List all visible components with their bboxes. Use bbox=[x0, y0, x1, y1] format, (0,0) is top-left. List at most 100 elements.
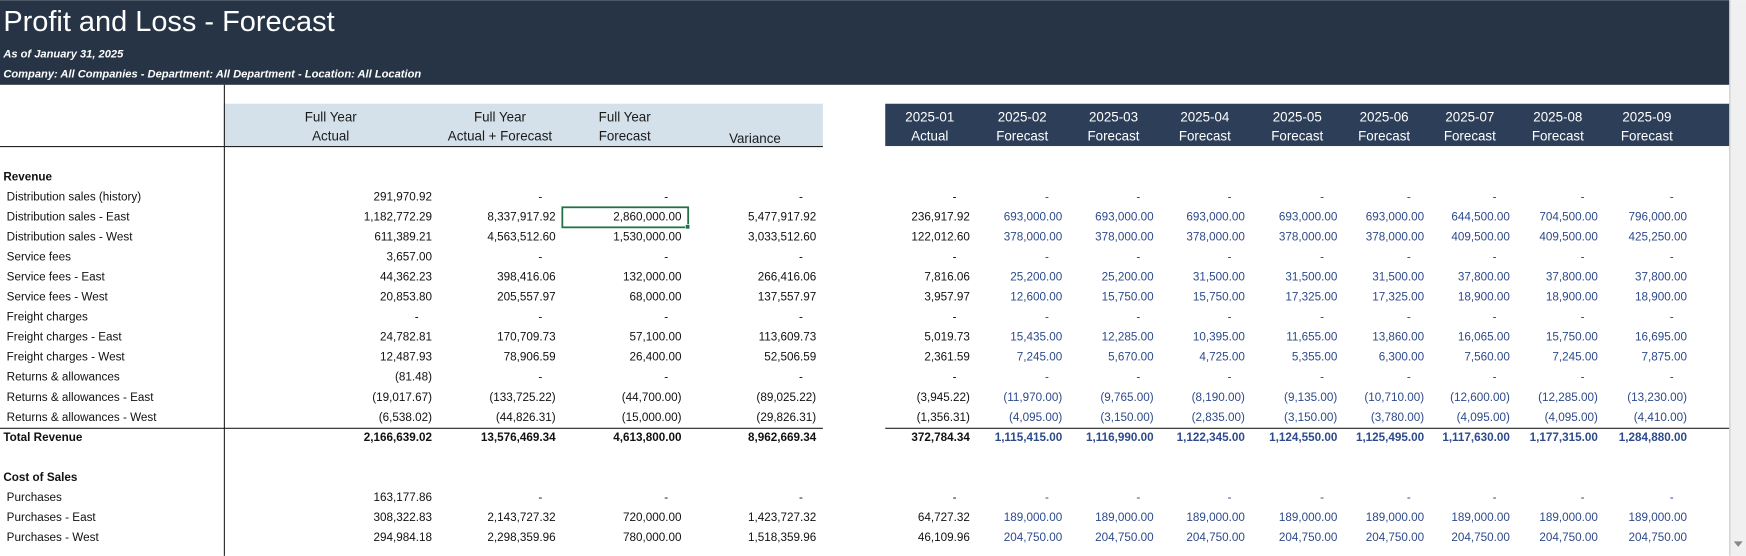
cell-value: (13,230.00) bbox=[1627, 391, 1687, 404]
column-header: 2025-05 bbox=[1273, 110, 1322, 125]
cell-value: (3,945.22) bbox=[917, 391, 970, 404]
cell-value: - bbox=[538, 371, 542, 384]
cell-value: 132,000.00 bbox=[623, 271, 682, 284]
column-header: Full Year bbox=[599, 110, 652, 125]
cell-value: - bbox=[1670, 311, 1674, 324]
cell-value: - bbox=[1045, 491, 1049, 504]
cell-value: 13,860.00 bbox=[1372, 331, 1424, 344]
cell-value: - bbox=[1228, 311, 1232, 324]
column-header: 2025-09 bbox=[1622, 110, 1671, 125]
cell-value: 204,750.00 bbox=[1451, 531, 1510, 544]
cell-value: 693,000.00 bbox=[1279, 210, 1338, 223]
cell-value: - bbox=[1581, 311, 1585, 324]
cell-value: 378,000.00 bbox=[1095, 230, 1154, 243]
cell-value: - bbox=[415, 311, 419, 324]
cell-value: (44,700.00) bbox=[622, 391, 682, 404]
cell-value: - bbox=[1493, 491, 1497, 504]
fill-handle[interactable] bbox=[685, 224, 691, 230]
cell-value: - bbox=[1581, 250, 1585, 263]
cell-value: - bbox=[664, 250, 668, 263]
cell-value: 409,500.00 bbox=[1451, 230, 1510, 243]
cell-value: - bbox=[1581, 491, 1585, 504]
column-header: Actual bbox=[312, 129, 349, 144]
cell-value: 37,800.00 bbox=[1458, 271, 1510, 284]
cell-value: 31,500.00 bbox=[1372, 271, 1424, 284]
column-header: Forecast bbox=[1088, 129, 1140, 144]
cell-value: 378,000.00 bbox=[1186, 230, 1245, 243]
cell-value: 693,000.00 bbox=[1095, 210, 1154, 223]
cell-value: 11,655.00 bbox=[1286, 331, 1338, 344]
cell-value: (9,135.00) bbox=[1284, 391, 1337, 404]
cell-value: 25,200.00 bbox=[1010, 271, 1062, 284]
cell-value: - bbox=[1407, 250, 1411, 263]
column-header: Forecast bbox=[1358, 129, 1410, 144]
cell-value: 189,000.00 bbox=[1095, 511, 1154, 524]
cell-value: - bbox=[1320, 491, 1324, 504]
cell-value: (6,538.02) bbox=[379, 411, 432, 424]
cell-value: (2,835.00) bbox=[1192, 411, 1245, 424]
cell-value: 796,000.00 bbox=[1628, 210, 1687, 223]
cell-value: 1,530,000.00 bbox=[613, 230, 682, 243]
total-label: Total Revenue bbox=[3, 431, 83, 444]
column-header: 2025-06 bbox=[1360, 110, 1409, 125]
cell-value: (9,765.00) bbox=[1100, 391, 1153, 404]
cell-value: - bbox=[953, 250, 957, 263]
vertical-scrollbar[interactable] bbox=[1729, 0, 1746, 556]
report-header-band bbox=[0, 0, 1730, 85]
cell-value: 2,860,000.00 bbox=[613, 210, 682, 223]
cell-value: 2,361.59 bbox=[924, 351, 970, 364]
cell-value: - bbox=[953, 491, 957, 504]
cell-value: 26,400.00 bbox=[629, 351, 681, 364]
cell-value: (12,285.00) bbox=[1538, 391, 1598, 404]
cell-value: 189,000.00 bbox=[1279, 511, 1338, 524]
cell-value: 1,177,315.00 bbox=[1530, 431, 1599, 444]
column-header: Full Year bbox=[305, 110, 358, 125]
cell-value: 10,395.00 bbox=[1193, 331, 1245, 344]
cell-value: 46,109.96 bbox=[918, 531, 970, 544]
cell-value: (44,826.31) bbox=[496, 411, 556, 424]
cell-value: 18,900.00 bbox=[1458, 291, 1510, 304]
cell-value: 2,298,359.96 bbox=[487, 531, 555, 544]
cell-value: 693,000.00 bbox=[1366, 210, 1425, 223]
cell-value: 204,750.00 bbox=[1279, 531, 1338, 544]
selected-cell[interactable] bbox=[561, 206, 690, 229]
cell-value: - bbox=[953, 190, 957, 203]
scroll-arrow[interactable] bbox=[1733, 541, 1743, 547]
cell-value: - bbox=[1228, 491, 1232, 504]
cell-value: 5,670.00 bbox=[1108, 351, 1154, 364]
row-label: Distribution sales (history) bbox=[7, 190, 142, 203]
cell-value: 18,900.00 bbox=[1635, 291, 1687, 304]
cell-value: - bbox=[1136, 250, 1140, 263]
cell-value: - bbox=[538, 250, 542, 263]
cell-value: 189,000.00 bbox=[1004, 511, 1063, 524]
cell-value: (29,826.31) bbox=[756, 411, 816, 424]
row-label: Service fees - East bbox=[7, 271, 106, 284]
cell-value: - bbox=[1320, 311, 1324, 324]
cell-value: (8,190.00) bbox=[1192, 391, 1245, 404]
cell-value: 3,033,512.60 bbox=[748, 230, 817, 243]
cell-value: 205,557.97 bbox=[497, 291, 556, 304]
cell-value: 7,245.00 bbox=[1552, 351, 1598, 364]
column-header: 2025-07 bbox=[1445, 110, 1494, 125]
cell-value: 16,695.00 bbox=[1635, 331, 1687, 344]
cell-value: (11,970.00) bbox=[1003, 391, 1062, 404]
cell-value: (4,095.00) bbox=[1457, 411, 1510, 424]
cell-value: - bbox=[799, 371, 803, 384]
cell-value: 3,657.00 bbox=[387, 250, 433, 263]
monthly-header-band bbox=[885, 103, 1730, 147]
cell-value: 693,000.00 bbox=[1004, 210, 1063, 223]
cell-value: - bbox=[799, 491, 803, 504]
cell-value: - bbox=[1045, 250, 1049, 263]
cell-value: 189,000.00 bbox=[1451, 511, 1510, 524]
cell-value: 64,727.32 bbox=[918, 511, 970, 524]
cell-value: 780,000.00 bbox=[623, 531, 682, 544]
cell-value: 204,750.00 bbox=[1186, 531, 1245, 544]
cell-value: - bbox=[1670, 250, 1674, 263]
cell-value: - bbox=[538, 491, 542, 504]
cell-value: - bbox=[1136, 491, 1140, 504]
row-label: Freight charges bbox=[7, 311, 88, 324]
cell-value: 398,416.06 bbox=[497, 271, 556, 284]
column-header: Forecast bbox=[1271, 129, 1323, 144]
cell-value: 204,750.00 bbox=[1628, 531, 1687, 544]
row-label: Freight charges - East bbox=[7, 331, 123, 344]
